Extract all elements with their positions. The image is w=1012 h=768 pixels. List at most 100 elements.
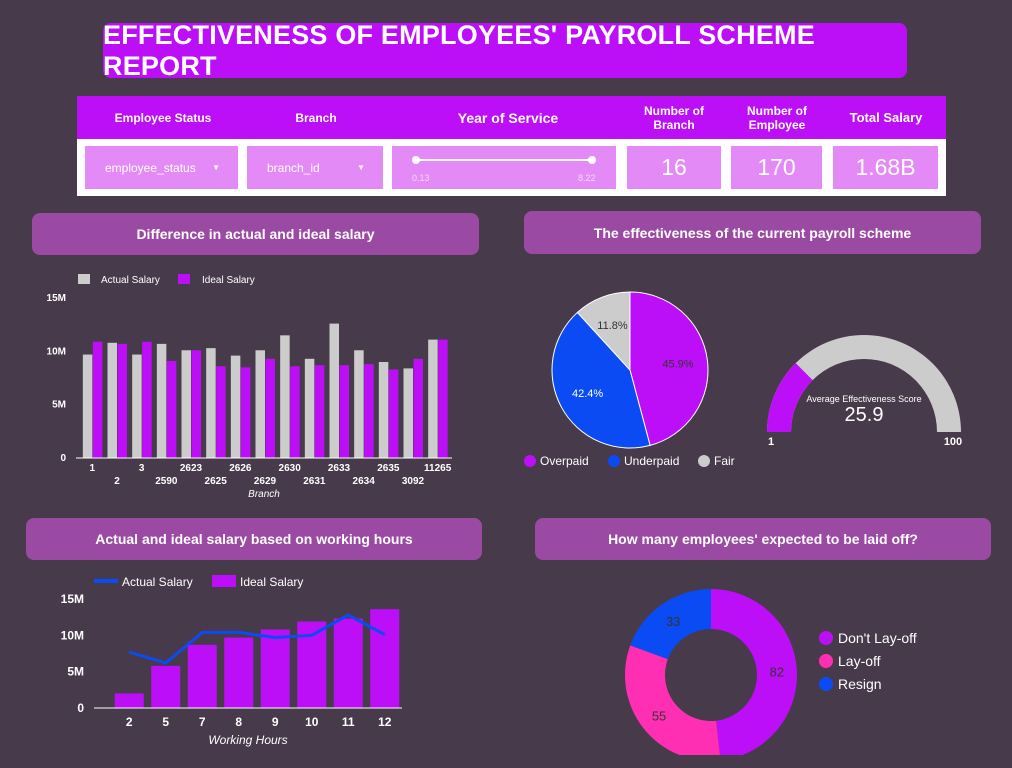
- filter-header: [77, 96, 946, 139]
- legend-dot-fair: [698, 455, 710, 467]
- working-hours-header: Actual and ideal salary based on working…: [26, 518, 482, 560]
- x-tick-label: 9: [272, 715, 279, 729]
- payroll-effectiveness-pie: 45.9% 42.4% 11.8% Overpaid Underpaid Fair: [524, 291, 735, 468]
- pie-slice-label: 11.8%: [597, 320, 628, 332]
- bar-actual-salary: [428, 339, 438, 458]
- x-tick-label: 3092: [402, 476, 425, 487]
- layoff-donut-chart: 82 55 33 Don't Lay-off Lay-off Resign: [625, 589, 917, 755]
- legend-label-ideal: Ideal Salary: [202, 275, 255, 286]
- x-tick-label: 10: [305, 715, 319, 729]
- legend-dot-underpaid: [608, 455, 620, 467]
- legend-dot: [819, 631, 833, 645]
- branch-dropdown-value: branch_id: [267, 160, 320, 175]
- y-tick-label: 10M: [47, 346, 66, 357]
- donut-slice-label: 82: [770, 664, 784, 679]
- number-of-branch-label: Number of Branch: [626, 96, 722, 139]
- bar-ideal-salary: [290, 366, 300, 458]
- gauge-min-label: 1: [768, 436, 774, 448]
- x-tick-label: 3: [139, 463, 145, 474]
- legend-label: Resign: [838, 676, 882, 692]
- bar-ideal-salary: [413, 358, 423, 458]
- pie-slice-fair: [576, 291, 631, 372]
- legend-label: Overpaid: [540, 454, 589, 468]
- bar-actual-salary: [132, 354, 142, 458]
- pie-slice-label: 42.4%: [572, 388, 603, 400]
- number-of-employee-label-line1: Number of: [747, 103, 807, 118]
- x-tick-label: 2623: [180, 463, 203, 474]
- gauge-value: 25.9: [845, 404, 884, 426]
- gauge-track: [767, 335, 961, 432]
- legend-label: Don't Lay-off: [838, 630, 917, 646]
- x-tick-label: 11265: [424, 463, 452, 474]
- x-tick-label: 8: [235, 715, 242, 729]
- bar-ideal-salary: [438, 339, 448, 458]
- y-tick-label: 5M: [52, 400, 66, 411]
- number-of-employee-value: 170: [731, 146, 822, 189]
- legend-label-ideal-bar: Ideal Salary: [240, 575, 303, 589]
- layoff-header: How many employees' expected to be laid …: [535, 518, 991, 560]
- bar-ideal-salary: [333, 618, 363, 708]
- bar-actual-salary: [82, 354, 93, 458]
- gauge-title: Average Effectiveness Score: [806, 394, 921, 404]
- legend-swatch-ideal-bar: [212, 575, 236, 587]
- report-title: EFFECTIVENESS OF EMPLOYEES' PAYROLL SCHE…: [103, 20, 907, 81]
- x-tick-label: 2630: [279, 463, 302, 474]
- donut-slice: [711, 589, 797, 755]
- bar-actual-salary: [304, 358, 315, 458]
- bar-actual-salary: [280, 335, 290, 458]
- bar-ideal-salary: [92, 341, 103, 458]
- year-of-service-slider[interactable]: 0.13 8.22: [392, 146, 616, 189]
- y-tick-label: 15M: [61, 592, 84, 606]
- donut-slice: [625, 645, 720, 755]
- employee-status-dropdown[interactable]: employee_status ▼: [85, 146, 238, 189]
- x-tick-label: 2625: [205, 476, 228, 487]
- branch-label: Branch: [295, 110, 337, 125]
- x-tick-label: 2633: [328, 463, 351, 474]
- total-salary-value: 1.68B: [833, 146, 938, 189]
- bar-actual-salary: [156, 343, 167, 458]
- chevron-down-icon: ▼: [357, 163, 365, 172]
- bar-ideal-salary: [260, 629, 290, 708]
- donut-slice-label: 33: [666, 614, 680, 629]
- x-tick-label: 2634: [353, 476, 376, 487]
- slider-max-handle[interactable]: [588, 156, 596, 164]
- bar-ideal-salary: [224, 637, 254, 708]
- number-of-employee-label-line2: Employee: [748, 117, 806, 132]
- bar-ideal-salary: [364, 364, 374, 458]
- bar-actual-salary: [206, 348, 216, 458]
- legend-label: Underpaid: [624, 454, 679, 468]
- bar-actual-salary: [378, 362, 389, 458]
- gauge-fill: [767, 363, 813, 432]
- x-tick-label: 5: [162, 715, 169, 729]
- employee-status-label: Employee Status: [114, 110, 212, 125]
- number-of-branch-label-line2: Branch: [653, 117, 695, 132]
- donut-slice-label: 55: [652, 709, 666, 724]
- y-tick-label: 5M: [67, 665, 84, 679]
- slider-max-value: 8.22: [578, 173, 596, 183]
- legend-label-actual: Actual Salary: [101, 275, 160, 286]
- legend-dot: [819, 654, 833, 668]
- x-tick-label: 2: [114, 476, 120, 487]
- x-axis-title: Working Hours: [208, 733, 287, 747]
- bar-actual-salary: [354, 350, 364, 458]
- legend-label: Fair: [714, 454, 735, 468]
- year-of-service-label: Year of Service: [457, 109, 559, 126]
- x-tick-label: 2590: [155, 476, 178, 487]
- bar-actual-salary: [329, 323, 339, 458]
- bar-ideal-salary: [142, 341, 152, 458]
- slider-min-handle[interactable]: [412, 156, 420, 164]
- x-tick-label: 2631: [303, 476, 326, 487]
- x-tick-label: 1: [90, 463, 96, 474]
- x-tick-label: 11: [342, 715, 355, 729]
- bar-ideal-salary: [114, 693, 144, 708]
- payroll-effectiveness-header: The effectiveness of the current payroll…: [524, 211, 981, 254]
- bar-ideal-salary: [216, 366, 226, 458]
- total-salary-label: Total Salary: [849, 109, 923, 125]
- bar-ideal-salary: [117, 343, 127, 458]
- legend-label-actual-line: Actual Salary: [122, 575, 193, 589]
- bar-actual-salary: [255, 350, 265, 458]
- legend-dot: [819, 677, 833, 691]
- employee-status-dropdown-value: employee_status: [105, 160, 196, 175]
- number-of-employee-label: Number of Employee: [730, 96, 824, 139]
- branch-dropdown[interactable]: branch_id ▼: [247, 146, 383, 189]
